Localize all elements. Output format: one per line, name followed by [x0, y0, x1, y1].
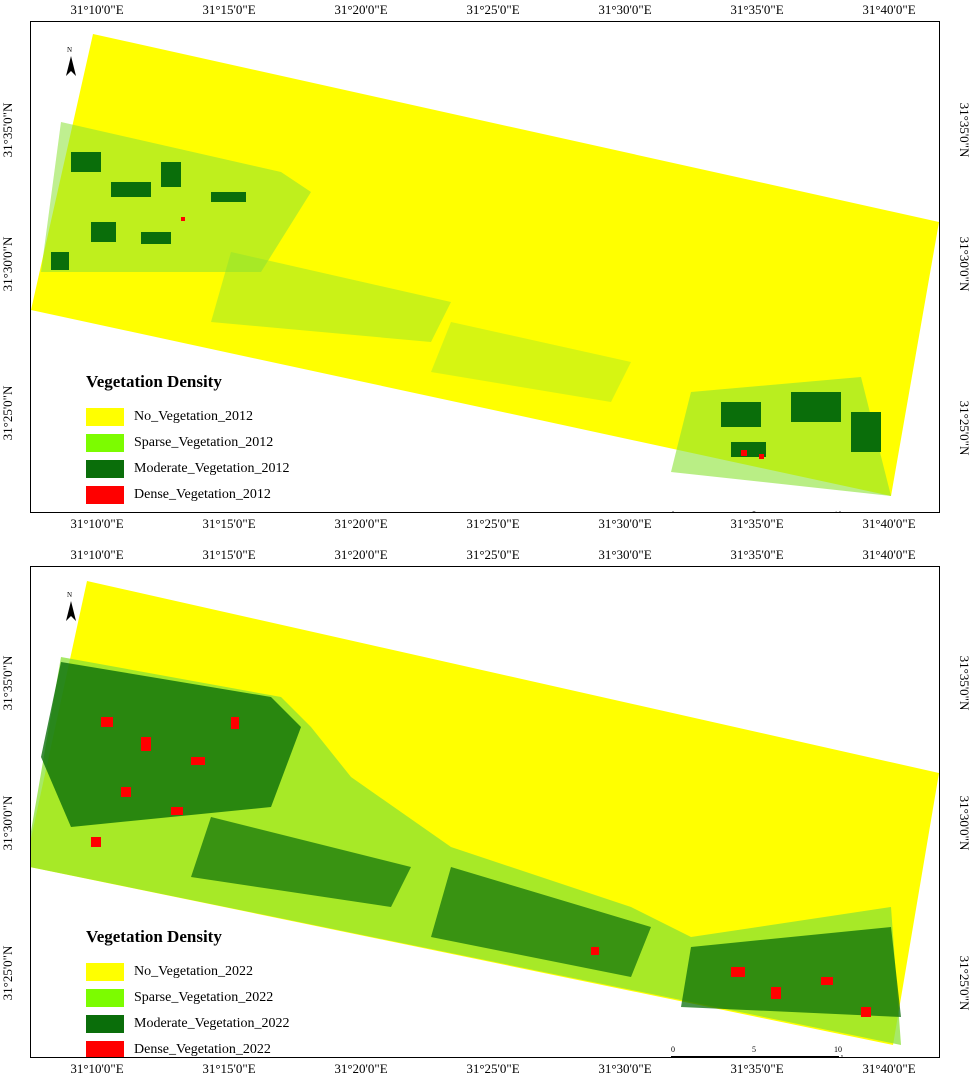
- lon-tick-top: 31°20'0"E: [334, 2, 388, 17]
- north-letter: N: [67, 591, 73, 599]
- legend-label: Moderate_Vegetation_2022: [134, 1016, 290, 1031]
- scale-bar-segment: [755, 1056, 839, 1057]
- map-frame: N Vegetation Density No_Vegetation_2012 …: [30, 21, 940, 513]
- legend-swatch: [86, 434, 124, 452]
- scale-bar: 0 5 10 km: [671, 1045, 851, 1057]
- map-frame: N Vegetation Density No_Vegetation_2022 …: [30, 566, 940, 1058]
- lon-tick-top: 31°40'0"E: [862, 2, 916, 17]
- legend-label: Dense_Vegetation_2012: [134, 487, 271, 502]
- lat-tick-right: 31°25'0"N: [957, 400, 969, 456]
- legend-item: Dense_Vegetation_2022: [86, 1037, 290, 1057]
- lon-tick-bottom: 31°35'0"E: [730, 516, 784, 531]
- scale-label: 5: [752, 510, 756, 512]
- legend: Vegetation Density No_Vegetation_2012 Sp…: [86, 372, 290, 508]
- lat-tick-left: 31°35'0"N: [0, 655, 15, 711]
- lat-tick-left: 31°35'0"N: [0, 102, 15, 158]
- vegetation-moderate-patches: [41, 662, 901, 1017]
- lon-tick-bottom: 31°15'0"E: [202, 1061, 256, 1076]
- vegetation-moderate-patches: [51, 152, 881, 457]
- legend-swatch: [86, 1015, 124, 1033]
- lon-tick-bottom: 31°35'0"E: [730, 1061, 784, 1076]
- scale-label: 10: [834, 1045, 842, 1054]
- lon-tick-top: 31°35'0"E: [730, 547, 784, 562]
- lon-tick-top: 31°25'0"E: [466, 547, 520, 562]
- legend-title: Vegetation Density: [86, 927, 222, 946]
- lon-tick-bottom: 31°30'0"E: [598, 516, 652, 531]
- scale-unit: km: [841, 1054, 851, 1057]
- legend-swatch: [86, 408, 124, 426]
- lon-tick-top: 31°30'0"E: [598, 547, 652, 562]
- lat-tick-left: 31°30'0"N: [0, 795, 15, 851]
- legend-title: Vegetation Density: [86, 372, 222, 391]
- lon-tick-bottom: 31°10'0"E: [70, 1061, 124, 1076]
- scale-label: 0: [671, 510, 675, 512]
- lon-tick-top: 31°20'0"E: [334, 547, 388, 562]
- scale-bar: 0 5 10 km: [671, 510, 842, 512]
- lon-tick-bottom: 31°20'0"E: [334, 516, 388, 531]
- legend-swatch: [86, 989, 124, 1007]
- legend-label: No_Vegetation_2012: [134, 409, 253, 424]
- scale-label: 0: [671, 1045, 675, 1054]
- lat-tick-right: 31°35'0"N: [957, 655, 969, 711]
- legend-swatch: [86, 963, 124, 981]
- lon-tick-bottom: 31°40'0"E: [862, 516, 916, 531]
- legend-item: No_Vegetation_2012: [86, 404, 290, 430]
- legend-swatch: [86, 1041, 124, 1057]
- north-arrow-icon: N: [65, 591, 77, 623]
- lat-tick-right: 31°35'0"N: [957, 102, 969, 158]
- lon-tick-top: 31°25'0"E: [466, 2, 520, 17]
- legend-item: Moderate_Vegetation_2022: [86, 1011, 290, 1037]
- lon-tick-top: 31°10'0"E: [70, 2, 124, 17]
- lat-tick-right: 31°25'0"N: [957, 955, 969, 1011]
- lon-tick-top: 31°40'0"E: [862, 547, 916, 562]
- legend-swatch: [86, 486, 124, 504]
- scale-label: 10: [834, 510, 842, 512]
- lon-tick-bottom: 31°25'0"E: [466, 516, 520, 531]
- lon-tick-top: 31°30'0"E: [598, 2, 652, 17]
- north-letter: N: [67, 46, 73, 54]
- lat-tick-left: 31°25'0"N: [0, 945, 15, 1001]
- map-panel-2022: 31°10'0"E 31°15'0"E 31°20'0"E 31°25'0"E …: [0, 545, 969, 1089]
- lon-tick-top: 31°15'0"E: [202, 2, 256, 17]
- legend-label: Sparse_Vegetation_2012: [134, 435, 274, 450]
- scale-bar-segment: [671, 1056, 755, 1057]
- legend-item: Sparse_Vegetation_2012: [86, 430, 290, 456]
- legend-swatch: [86, 460, 124, 478]
- map-panel-2012: 31°10'0"E 31°15'0"E 31°20'0"E 31°25'0"E …: [0, 0, 969, 544]
- legend-label: No_Vegetation_2022: [134, 964, 253, 979]
- vegetation-map-2012: [31, 34, 939, 496]
- vegetation-map-2022: [31, 581, 939, 1045]
- lon-tick-top: 31°35'0"E: [730, 2, 784, 17]
- legend-item: Moderate_Vegetation_2012: [86, 456, 290, 482]
- lon-tick-bottom: 31°25'0"E: [466, 1061, 520, 1076]
- north-arrow-icon: N: [65, 46, 77, 78]
- lon-tick-bottom: 31°30'0"E: [598, 1061, 652, 1076]
- legend-item: No_Vegetation_2022: [86, 959, 290, 985]
- lon-tick-top: 31°15'0"E: [202, 547, 256, 562]
- lon-tick-bottom: 31°10'0"E: [70, 516, 124, 531]
- lon-tick-bottom: 31°15'0"E: [202, 516, 256, 531]
- lat-tick-left: 31°30'0"N: [0, 236, 15, 292]
- legend-item: Dense_Vegetation_2012: [86, 482, 290, 508]
- legend-label: Sparse_Vegetation_2022: [134, 990, 274, 1005]
- legend-item: Sparse_Vegetation_2022: [86, 985, 290, 1011]
- vegetation-dense-patches: [181, 217, 764, 459]
- lon-tick-bottom: 31°40'0"E: [862, 1061, 916, 1076]
- lat-tick-right: 31°30'0"N: [957, 236, 969, 292]
- lat-tick-left: 31°25'0"N: [0, 385, 15, 441]
- lon-tick-bottom: 31°20'0"E: [334, 1061, 388, 1076]
- legend-label: Dense_Vegetation_2022: [134, 1042, 271, 1057]
- study-area-no-vegetation: [31, 34, 939, 496]
- vegetation-dense-patches: [91, 717, 871, 1017]
- scale-label: 5: [752, 1045, 756, 1054]
- lat-tick-right: 31°30'0"N: [957, 795, 969, 851]
- legend: Vegetation Density No_Vegetation_2022 Sp…: [86, 927, 290, 1057]
- lon-tick-top: 31°10'0"E: [70, 547, 124, 562]
- legend-label: Moderate_Vegetation_2012: [134, 461, 290, 476]
